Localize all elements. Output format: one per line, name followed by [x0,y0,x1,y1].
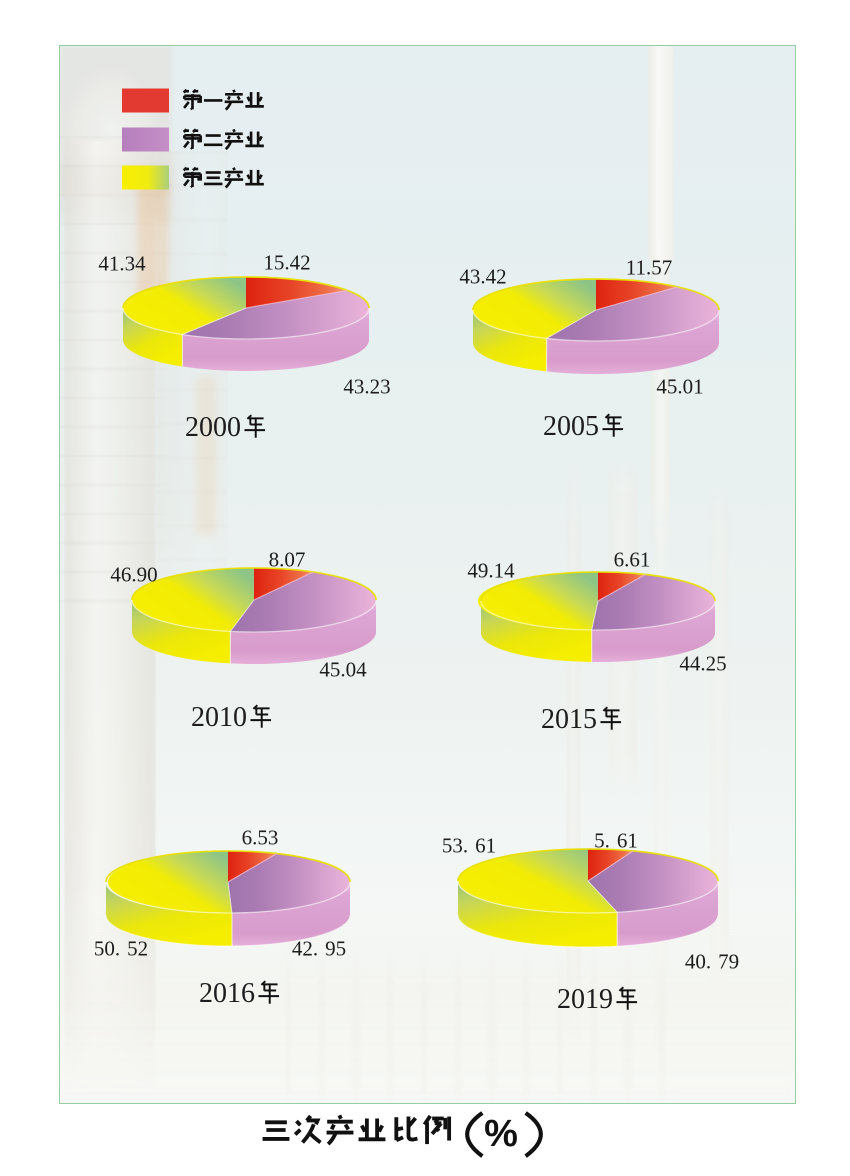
svg-text:43.23: 43.23 [343,375,390,399]
svg-text:49.14: 49.14 [467,559,515,583]
svg-text:2005: 2005 [543,411,599,442]
svg-text:2019: 2019 [557,984,613,1015]
svg-text:44.25: 44.25 [679,652,726,676]
svg-text:11.57: 11.57 [626,256,672,280]
svg-text:50. 52: 50. 52 [94,937,148,961]
svg-text:43.42: 43.42 [459,265,506,289]
svg-text:53. 61: 53. 61 [442,834,496,858]
svg-text:5. 61: 5. 61 [594,829,638,853]
svg-text:40. 79: 40. 79 [685,950,739,974]
svg-text:41.34: 41.34 [98,252,146,276]
svg-text:8.07: 8.07 [269,548,306,572]
svg-text:15.42: 15.42 [263,251,310,275]
svg-text:2016: 2016 [199,978,255,1009]
svg-text:46.90: 46.90 [110,563,157,587]
svg-text:6.53: 6.53 [242,826,279,850]
svg-text:45.04: 45.04 [319,658,367,682]
svg-text:2000: 2000 [185,412,241,443]
svg-text:42. 95: 42. 95 [292,937,346,961]
svg-text:2015: 2015 [541,704,597,735]
svg-text:6.61: 6.61 [614,548,651,572]
svg-text:%: % [484,1113,518,1155]
svg-text:2010: 2010 [191,702,247,733]
svg-text:45.01: 45.01 [656,375,703,399]
